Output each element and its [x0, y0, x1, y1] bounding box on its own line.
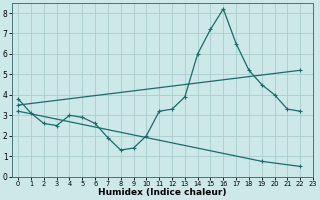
- X-axis label: Humidex (Indice chaleur): Humidex (Indice chaleur): [98, 188, 227, 197]
